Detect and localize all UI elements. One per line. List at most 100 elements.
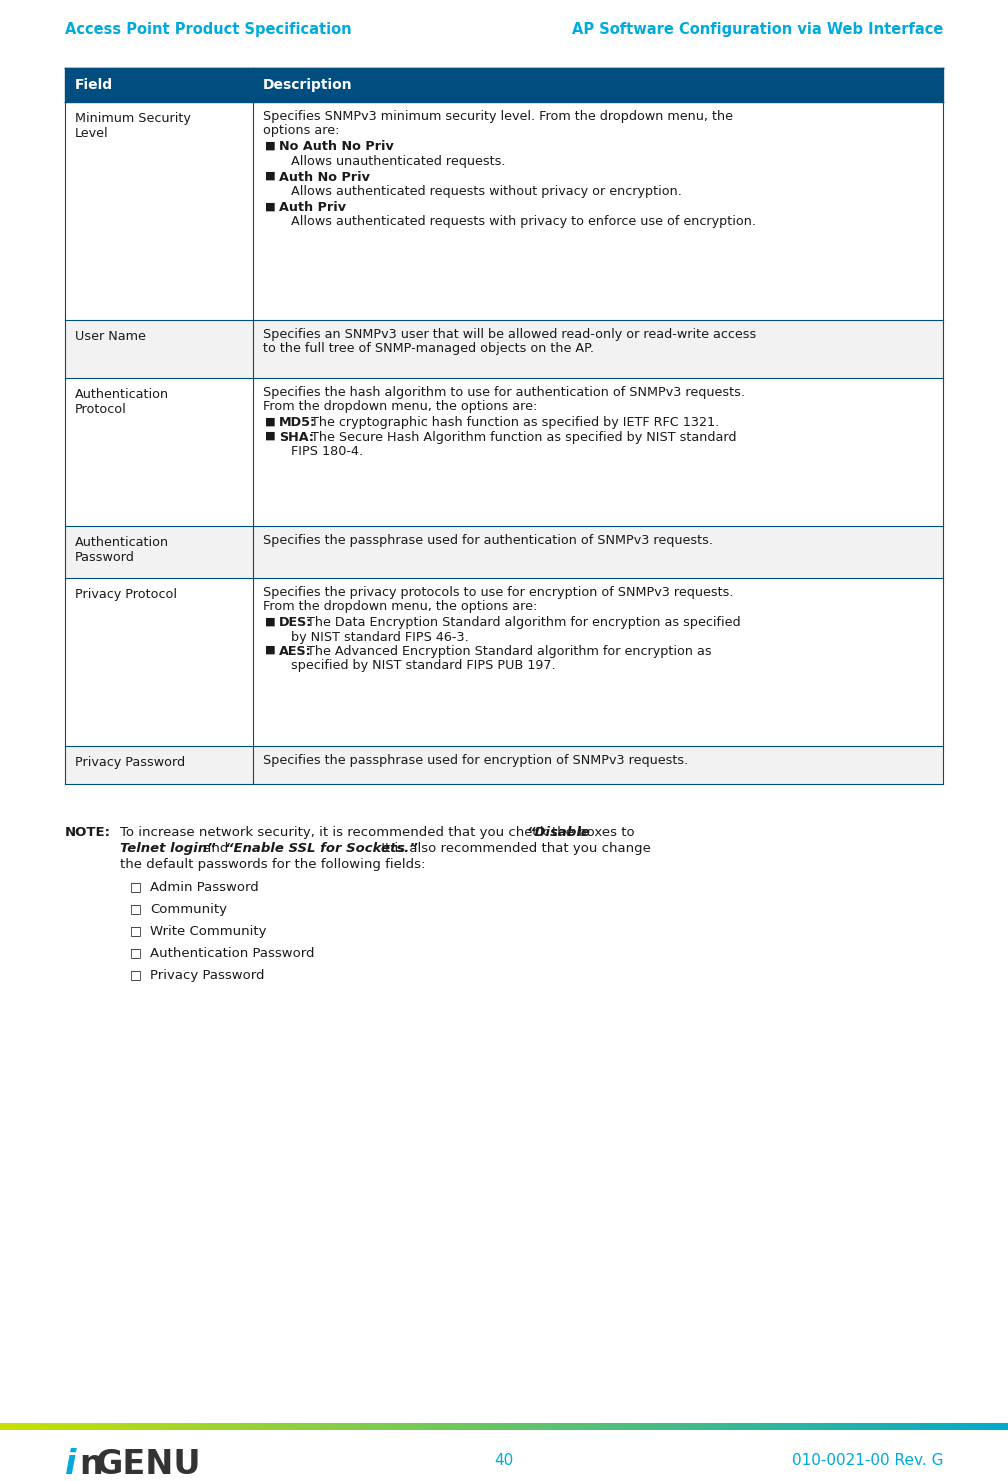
Bar [40, 1423, 42, 1431]
Bar [750, 1423, 752, 1431]
Bar [694, 1423, 696, 1431]
Bar [554, 1423, 556, 1431]
Bar [478, 1423, 480, 1431]
Bar [147, 1423, 149, 1431]
Bar [946, 1423, 948, 1431]
Text: □: □ [130, 902, 142, 915]
Bar [385, 1423, 387, 1431]
Bar [901, 1423, 903, 1431]
Bar [206, 1423, 208, 1431]
Text: MD5:: MD5: [279, 416, 317, 429]
Bar [855, 1423, 857, 1431]
Bar [65, 320, 943, 378]
Text: □: □ [130, 881, 142, 893]
Bar [413, 1423, 415, 1431]
Bar [395, 1423, 397, 1431]
Text: Privacy Password: Privacy Password [75, 755, 185, 769]
Bar [812, 1423, 814, 1431]
Bar [194, 1423, 196, 1431]
Bar [365, 1423, 367, 1431]
Bar [762, 1423, 764, 1431]
Bar [10, 1423, 12, 1431]
Bar [240, 1423, 242, 1431]
Bar [506, 1423, 508, 1431]
Bar [83, 1423, 85, 1431]
Bar [433, 1423, 435, 1431]
Bar [510, 1423, 512, 1431]
Bar [583, 1423, 585, 1431]
Bar [270, 1423, 272, 1431]
Text: Minimum Security
Level: Minimum Security Level [75, 113, 191, 141]
Bar [143, 1423, 145, 1431]
Bar [496, 1423, 498, 1431]
Bar [12, 1423, 14, 1431]
Bar [619, 1423, 621, 1431]
Bar [839, 1423, 841, 1431]
Bar [65, 378, 943, 526]
Bar [698, 1423, 700, 1431]
Bar [446, 1423, 448, 1431]
Bar [818, 1423, 821, 1431]
Bar [359, 1423, 361, 1431]
Bar [887, 1423, 889, 1431]
Bar [635, 1423, 637, 1431]
Bar [939, 1423, 941, 1431]
Text: the default passwords for the following fields:: the default passwords for the following … [120, 859, 425, 871]
Text: Access Point Product Specification: Access Point Product Specification [65, 22, 352, 37]
Bar [925, 1423, 927, 1431]
Bar [115, 1423, 117, 1431]
Bar [966, 1423, 968, 1431]
Bar [960, 1423, 962, 1431]
Bar [185, 1423, 187, 1431]
Bar [266, 1423, 268, 1431]
Bar [792, 1423, 794, 1431]
Bar [208, 1423, 210, 1431]
Bar [282, 1423, 284, 1431]
Text: Specifies the hash algorithm to use for authentication of SNMPv3 requests.: Specifies the hash algorithm to use for … [263, 387, 745, 398]
Bar [278, 1423, 280, 1431]
Bar [627, 1423, 629, 1431]
Bar [776, 1423, 778, 1431]
Text: i: i [65, 1448, 77, 1481]
Text: To increase network security, it is recommended that you check the boxes to: To increase network security, it is reco… [120, 826, 639, 840]
Bar [740, 1423, 742, 1431]
Bar [460, 1423, 462, 1431]
Bar [306, 1423, 308, 1431]
Bar [452, 1423, 454, 1431]
Text: The Secure Hash Algorithm function as specified by NIST standard: The Secure Hash Algorithm function as sp… [303, 431, 737, 444]
Bar [85, 1423, 87, 1431]
Bar [937, 1423, 939, 1431]
Bar [24, 1423, 26, 1431]
Text: Auth No Priv: Auth No Priv [279, 170, 370, 184]
Bar [931, 1423, 933, 1431]
Bar [548, 1423, 550, 1431]
Bar [663, 1423, 665, 1431]
Bar [179, 1423, 181, 1431]
Bar [44, 1423, 46, 1431]
Bar [177, 1423, 179, 1431]
Text: Specifies an SNMPv3 user that will be allowed read-only or read-write access: Specifies an SNMPv3 user that will be al… [263, 327, 756, 341]
Bar [954, 1423, 956, 1431]
Bar [611, 1423, 613, 1431]
Text: Specifies the passphrase used for encryption of SNMPv3 requests.: Specifies the passphrase used for encryp… [263, 754, 688, 767]
Bar [671, 1423, 673, 1431]
Bar [427, 1423, 429, 1431]
Bar [212, 1423, 214, 1431]
Bar [331, 1423, 333, 1431]
Bar [919, 1423, 921, 1431]
Bar [50, 1423, 52, 1431]
Bar [333, 1423, 335, 1431]
Bar [883, 1423, 885, 1431]
Bar [730, 1423, 732, 1431]
Bar [230, 1423, 232, 1431]
Bar [643, 1423, 645, 1431]
Bar [296, 1423, 298, 1431]
Bar [804, 1423, 806, 1431]
Bar [171, 1423, 173, 1431]
Text: to the full tree of SNMP-managed objects on the AP.: to the full tree of SNMP-managed objects… [263, 342, 594, 355]
Bar [802, 1423, 804, 1431]
Bar [327, 1423, 329, 1431]
Bar [718, 1423, 720, 1431]
Bar [685, 1423, 687, 1431]
Text: ■: ■ [265, 201, 276, 212]
